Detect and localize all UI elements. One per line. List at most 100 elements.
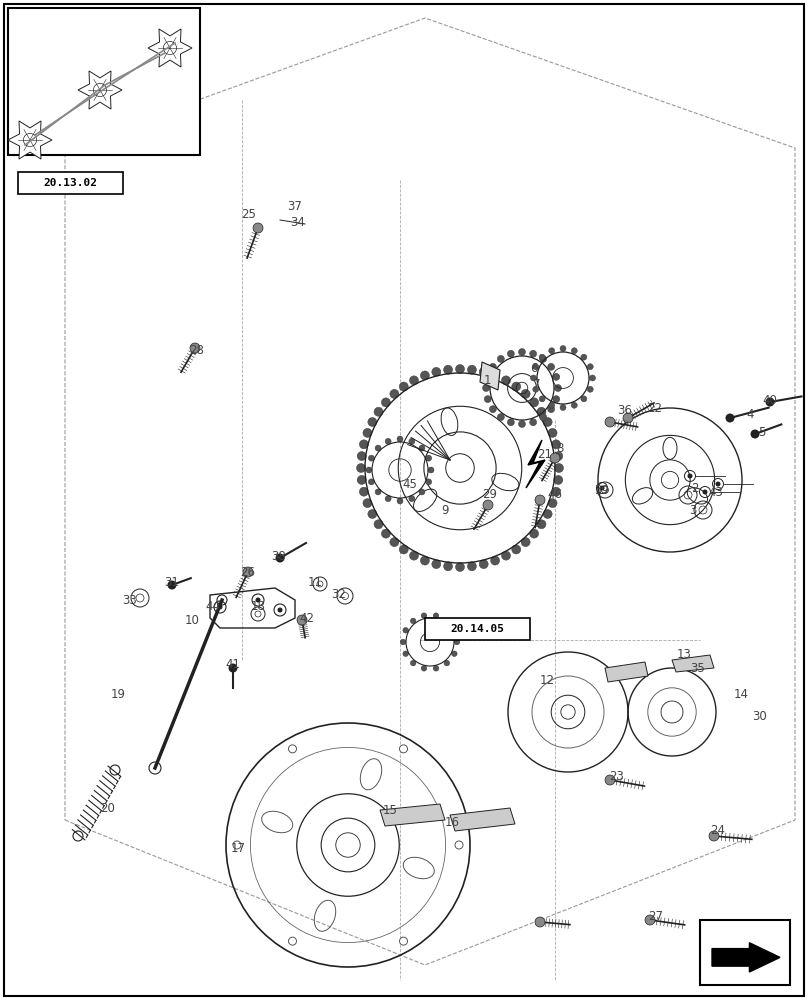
Circle shape xyxy=(421,613,427,618)
Circle shape xyxy=(410,618,416,624)
Circle shape xyxy=(357,452,366,461)
Circle shape xyxy=(539,396,545,402)
Circle shape xyxy=(419,445,425,451)
Text: 7: 7 xyxy=(533,377,541,390)
Circle shape xyxy=(374,407,383,416)
Circle shape xyxy=(368,417,377,426)
Circle shape xyxy=(381,398,390,407)
Circle shape xyxy=(288,745,297,753)
Circle shape xyxy=(535,495,545,505)
Circle shape xyxy=(552,487,561,496)
Circle shape xyxy=(709,831,719,841)
Circle shape xyxy=(385,438,391,444)
Text: 10: 10 xyxy=(184,613,200,626)
Circle shape xyxy=(403,627,409,633)
Text: 23: 23 xyxy=(609,770,625,782)
Circle shape xyxy=(502,551,511,560)
Text: 3: 3 xyxy=(689,504,696,516)
Text: 44: 44 xyxy=(205,599,221,612)
Text: 20.14.05: 20.14.05 xyxy=(451,624,504,634)
Circle shape xyxy=(360,487,368,496)
Circle shape xyxy=(468,562,477,571)
Circle shape xyxy=(456,364,465,373)
Circle shape xyxy=(529,350,537,357)
Circle shape xyxy=(389,538,399,547)
Circle shape xyxy=(587,386,593,392)
Polygon shape xyxy=(526,440,545,488)
Circle shape xyxy=(511,382,520,391)
Circle shape xyxy=(444,618,449,624)
Circle shape xyxy=(531,375,537,381)
Circle shape xyxy=(548,428,557,437)
Circle shape xyxy=(399,545,408,554)
Circle shape xyxy=(548,406,554,413)
Circle shape xyxy=(553,452,563,461)
Circle shape xyxy=(519,349,525,356)
Circle shape xyxy=(550,453,560,463)
Polygon shape xyxy=(450,808,515,831)
Circle shape xyxy=(253,223,263,233)
Circle shape xyxy=(190,343,200,353)
Circle shape xyxy=(498,414,504,421)
Text: 41: 41 xyxy=(225,658,241,670)
Circle shape xyxy=(420,371,429,380)
Circle shape xyxy=(243,567,253,577)
Circle shape xyxy=(553,396,560,403)
Circle shape xyxy=(399,382,408,391)
Circle shape xyxy=(484,373,491,380)
Circle shape xyxy=(431,560,441,569)
Circle shape xyxy=(571,402,577,408)
Circle shape xyxy=(554,384,562,391)
Text: 25: 25 xyxy=(242,209,256,222)
Circle shape xyxy=(479,560,488,569)
Circle shape xyxy=(410,551,419,560)
Bar xyxy=(18,172,123,194)
Circle shape xyxy=(548,363,554,370)
Text: 29: 29 xyxy=(482,488,498,500)
Circle shape xyxy=(368,510,377,519)
Text: 2: 2 xyxy=(692,482,699,494)
Circle shape xyxy=(444,365,452,374)
Polygon shape xyxy=(605,662,648,682)
Bar xyxy=(700,920,790,985)
Circle shape xyxy=(540,414,547,421)
Circle shape xyxy=(484,396,491,403)
Circle shape xyxy=(490,556,499,565)
Text: 5: 5 xyxy=(759,426,766,438)
Text: 14: 14 xyxy=(734,688,748,700)
Circle shape xyxy=(229,664,238,672)
Text: 16: 16 xyxy=(444,816,460,828)
Circle shape xyxy=(444,660,449,666)
Circle shape xyxy=(581,354,587,360)
Text: 12: 12 xyxy=(540,674,554,686)
Text: 45: 45 xyxy=(402,478,418,490)
Circle shape xyxy=(433,613,439,618)
Circle shape xyxy=(605,417,615,427)
Text: 8: 8 xyxy=(557,442,564,454)
Circle shape xyxy=(521,389,530,398)
Circle shape xyxy=(498,355,504,362)
Circle shape xyxy=(374,520,383,529)
Circle shape xyxy=(403,651,409,657)
Text: 40: 40 xyxy=(763,393,777,406)
Circle shape xyxy=(605,775,615,785)
Circle shape xyxy=(479,367,488,376)
Text: 42: 42 xyxy=(300,611,314,624)
Text: 20: 20 xyxy=(100,802,116,814)
Circle shape xyxy=(600,486,604,490)
Circle shape xyxy=(702,489,708,494)
Circle shape xyxy=(420,556,429,565)
Circle shape xyxy=(490,406,496,413)
Circle shape xyxy=(529,419,537,426)
Circle shape xyxy=(507,350,515,357)
Circle shape xyxy=(560,346,566,352)
Circle shape xyxy=(535,917,545,927)
Circle shape xyxy=(483,500,493,510)
Text: 32: 32 xyxy=(331,587,347,600)
Circle shape xyxy=(482,384,490,391)
Circle shape xyxy=(553,373,560,380)
Text: 39: 39 xyxy=(595,484,609,496)
Polygon shape xyxy=(148,29,192,67)
Text: 6: 6 xyxy=(530,361,538,374)
Circle shape xyxy=(511,545,520,554)
